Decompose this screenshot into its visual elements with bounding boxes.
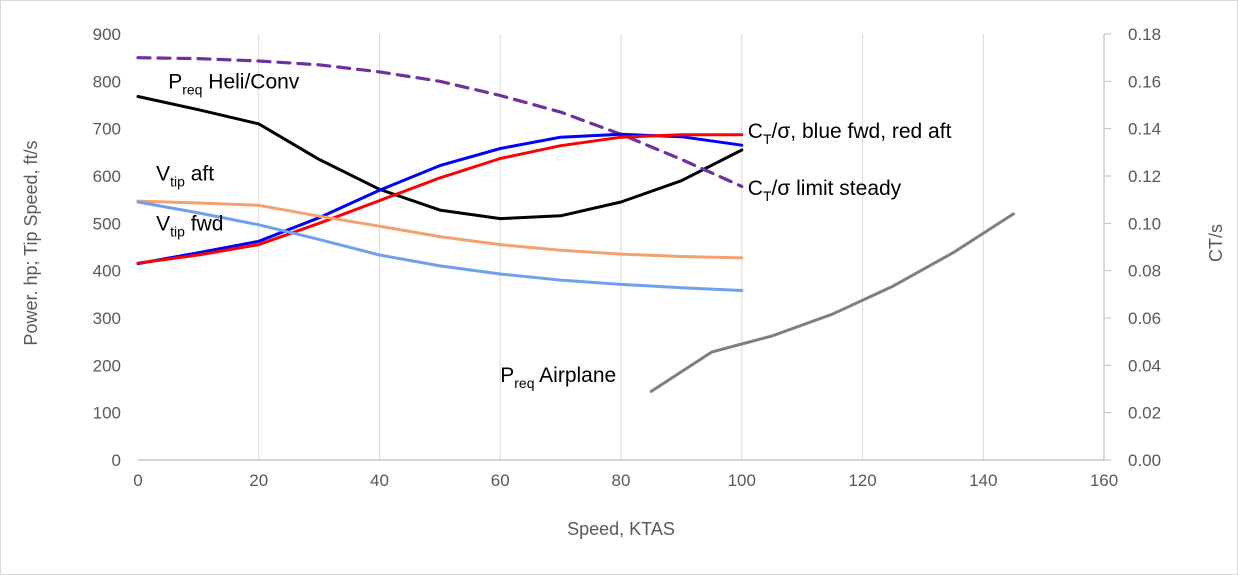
left-y-axis-title: Power. hp; Tip Speed, ft/s [21,140,41,345]
right-y-tick-label: 0.04 [1128,356,1161,375]
series-layer [136,56,1015,393]
left-y-tick-label: 200 [93,356,121,375]
x-tick-label: 160 [1090,471,1118,490]
right-y-tick-label: 0.02 [1128,404,1161,423]
right-y-tick-label: 0.14 [1128,120,1161,139]
annotation-ct_fwd_aft: CT/σ, blue fwd, red aft [748,120,952,147]
right-y-tick-label: 0.16 [1128,72,1161,91]
series-line-ct_limit [136,56,744,188]
left-y-tick-label: 0 [112,451,121,470]
x-tick-label: 40 [370,471,389,490]
x-tick-label: 140 [969,471,997,490]
left-y-tick-label: 300 [93,309,121,328]
left-y-tick-label: 600 [93,167,121,186]
series-line-ct_red_aft [136,133,744,265]
series-line-vtip_fwd [136,200,744,292]
x-axis-title: Speed, KTAS [567,519,675,539]
axes-layer: 0 20 40 60 80 100 120 140 160 0 100 200 300 400 500 600… [93,25,1161,490]
x-tick-label: 80 [612,471,631,490]
right-y-tick-label: 0.18 [1128,25,1161,44]
annotation-layer: Preq Heli/Conv Vtip aft Vtip fwd CT/σ, blue… [156,70,951,390]
series-line-preq_airplane [649,212,1015,393]
left-y-tick-label: 100 [93,404,121,423]
annotation-ct_limit: CT/σ limit steady [748,177,902,204]
x-tick-label: 120 [848,471,876,490]
annotation-vtip_aft: Vtip aft [156,163,214,190]
right-y-tick-label: 0.12 [1128,167,1161,186]
x-tick-label: 100 [728,471,756,490]
right-y-tick-label: 0.10 [1128,214,1161,233]
left-y-tick-label: 500 [93,214,121,233]
x-tick-label: 60 [491,471,510,490]
x-tick-label: 20 [249,471,268,490]
left-y-tick-label: 400 [93,262,121,281]
right-y-tick-label: 0.00 [1128,451,1161,470]
right-y-tick-label: 0.06 [1128,309,1161,328]
annotation-preq_heli: Preq Heli/Conv [168,70,300,97]
grid-layer [258,34,1105,460]
series-line-vtip_aft [136,199,744,260]
series-line-ct_blue_fwd [136,132,744,266]
left-y-tick-label: 800 [93,72,121,91]
right-y-axis-title: CT/s [1206,224,1226,262]
annotation-preq_airplane: Preq Airplane [500,364,616,391]
x-tick-label: 0 [133,471,142,490]
annotation-vtip_fwd: Vtip fwd [156,212,223,239]
right-y-tick-label: 0.08 [1128,262,1161,281]
series-line-preq_heli [136,95,744,221]
left-y-tick-label: 700 [93,120,121,139]
left-y-tick-label: 900 [93,25,121,44]
